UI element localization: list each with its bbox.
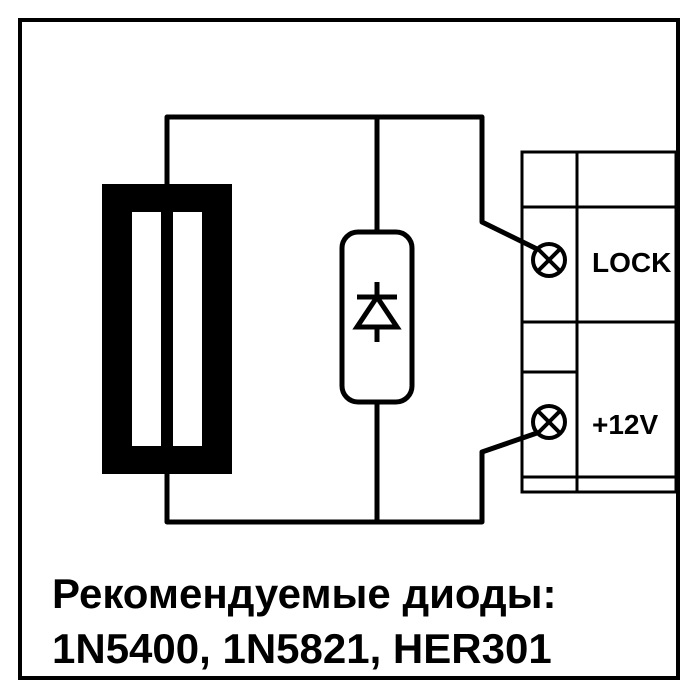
- diagram-frame: LOCK +12V Рекомендуемые диоды: 1N5400, 1…: [18, 18, 680, 680]
- caption: Рекомендуемые диоды: 1N5400, 1N5821, HER…: [52, 567, 692, 676]
- caption-line1: Рекомендуемые диоды:: [52, 570, 557, 617]
- terminal-block: LOCK +12V: [522, 152, 676, 492]
- terminal-label-lock: LOCK: [592, 247, 671, 278]
- diode-body: [342, 232, 412, 402]
- maglock: [102, 184, 232, 474]
- caption-line2: 1N5400, 1N5821, HER301: [52, 625, 552, 672]
- terminal-label-12v: +12V: [592, 409, 658, 440]
